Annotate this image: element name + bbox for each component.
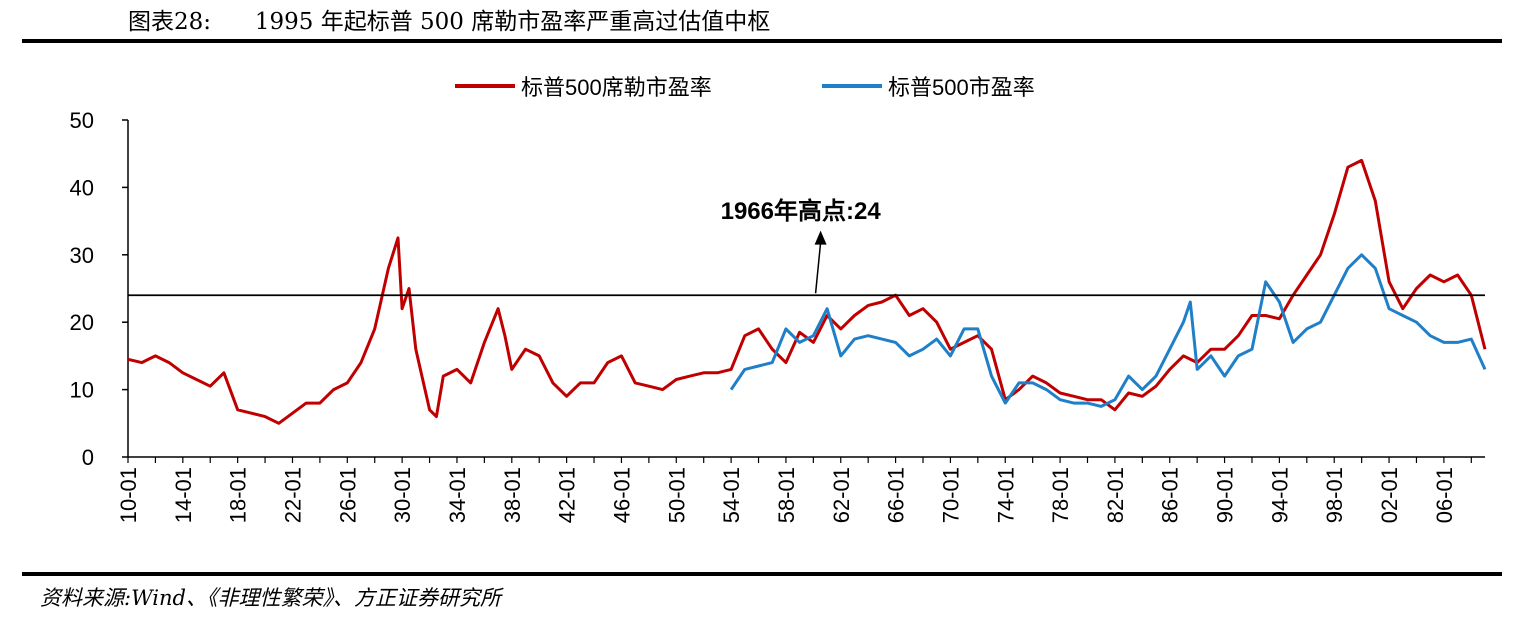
page-title: 图表28: 1995 年起标普 500 席勒市盈率严重高过估值中枢 xyxy=(128,9,771,35)
x-tick-label: 46-01 xyxy=(609,467,634,523)
x-tick-label: 30-01 xyxy=(390,467,415,523)
x-tick-label: 26-01 xyxy=(335,467,360,523)
x-tick-label: 86-01 xyxy=(1158,467,1183,523)
source-note: 资料来源:Wind、《非理性繁荣》、方正证券研究所 xyxy=(40,586,501,610)
legend-item-shiller: 标普500席勒市盈率 xyxy=(455,70,712,102)
x-tick-label: 10-01 xyxy=(116,467,141,523)
y-tick-label: 0 xyxy=(82,445,94,470)
x-tick-label: 82-01 xyxy=(1103,467,1128,523)
legend-swatch-shiller xyxy=(455,84,515,88)
y-tick-label: 50 xyxy=(70,108,94,133)
annotation-arrowhead xyxy=(814,230,827,245)
x-tick-label: 98-01 xyxy=(1322,467,1347,523)
series-line-sp500 xyxy=(729,253,1487,408)
x-tick-label: 22-01 xyxy=(280,467,305,523)
annotation-arrow xyxy=(814,242,822,294)
x-tick-label: 34-01 xyxy=(445,467,470,523)
y-tick-label: 20 xyxy=(70,310,94,335)
x-tick-label: 70-01 xyxy=(938,467,963,523)
x-tick-label: 78-01 xyxy=(1048,467,1073,523)
x-tick-label: 14-01 xyxy=(171,467,196,523)
bottom-rule xyxy=(22,572,1502,576)
annotation-label: 1966年高点:24 xyxy=(721,197,882,225)
x-tick-label: 66-01 xyxy=(884,467,909,523)
x-tick-label: 38-01 xyxy=(500,467,525,523)
x-tick-label: 54-01 xyxy=(719,467,744,523)
y-tick-label: 40 xyxy=(70,175,94,200)
x-tick-label: 90-01 xyxy=(1213,467,1238,523)
y-tick-label: 10 xyxy=(70,378,94,403)
legend-item-sp500: 标普500市盈率 xyxy=(822,70,1035,102)
x-tick-label: 06-01 xyxy=(1432,467,1457,523)
legend-label-shiller: 标普500席勒市盈率 xyxy=(521,75,712,100)
x-tick-label: 42-01 xyxy=(555,467,580,523)
x-tick-label: 02-01 xyxy=(1377,467,1402,523)
x-tick-label: 50-01 xyxy=(664,467,689,523)
x-tick-label: 62-01 xyxy=(829,467,854,523)
series-line-shiller xyxy=(127,158,1487,425)
x-tick-label: 18-01 xyxy=(226,467,251,523)
top-rule xyxy=(22,39,1502,43)
y-tick-label: 30 xyxy=(70,243,94,268)
pe-chart: 0 10 20 30 40 50 10-01 14-01 18-01 22-01 26-01 30-0… xyxy=(70,108,1487,523)
x-tick-label: 74-01 xyxy=(993,467,1018,523)
legend-swatch-sp500 xyxy=(822,84,882,88)
x-tick-label: 58-01 xyxy=(774,467,799,523)
legend-label-sp500: 标普500市盈率 xyxy=(888,75,1035,100)
x-tick-label: 94-01 xyxy=(1267,467,1292,523)
